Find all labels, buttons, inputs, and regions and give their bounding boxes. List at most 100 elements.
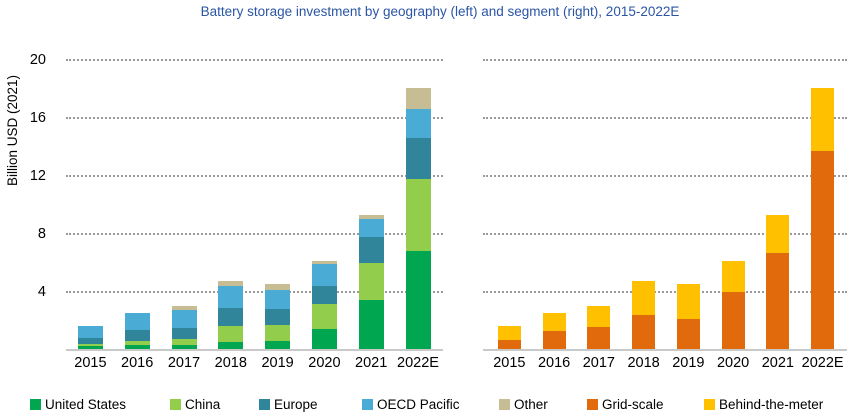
y-tick-8: 8 xyxy=(37,225,46,242)
bar-segment-behind-the-meter xyxy=(632,281,656,316)
x-tick-label: 2015 xyxy=(74,355,107,371)
oecd-pacific-swatch-icon xyxy=(362,398,373,410)
bar-segment-europe xyxy=(405,138,431,179)
gridline xyxy=(66,174,443,177)
bar-segment-other xyxy=(265,284,291,291)
bar-segment-united-states xyxy=(171,345,197,350)
bar-segment-behind-the-meter xyxy=(676,284,700,320)
bar-segment-europe xyxy=(311,285,337,304)
y-tick-4: 4 xyxy=(37,283,46,300)
legend-item-europe: Europe xyxy=(259,396,318,412)
legend-item-behind-the-meter: Behind-the-meter xyxy=(704,396,823,412)
bar-segment-oecd-pacific xyxy=(171,309,197,328)
legend-label: Europe xyxy=(274,396,318,412)
bar-segment-oecd-pacific xyxy=(77,326,103,338)
bar-segment-behind-the-meter xyxy=(542,313,566,332)
gridline xyxy=(66,116,443,119)
bar-segment-grid-scale xyxy=(676,319,700,350)
x-tick-label: 2020 xyxy=(716,355,750,371)
bar-segment-united-states xyxy=(311,328,337,350)
x-tick-label: 2016 xyxy=(537,355,571,371)
bar-segment-china xyxy=(358,262,384,301)
bar-segment-behind-the-meter xyxy=(587,306,611,328)
gridline xyxy=(66,232,443,235)
x-tick-label: 2018 xyxy=(627,355,660,371)
legend-item-other: Other xyxy=(499,396,548,412)
legend-item-china: China xyxy=(170,396,220,412)
bar-segment-grid-scale xyxy=(587,327,611,350)
bar-segment-europe xyxy=(171,327,197,340)
gridline xyxy=(483,59,847,62)
bar-segment-europe xyxy=(77,337,103,344)
legend-label: OECD Pacific xyxy=(377,396,460,412)
bar-segment-oecd-pacific xyxy=(358,219,384,237)
x-tick-label: 2017 xyxy=(582,355,615,371)
x-tick-label: 2021 xyxy=(355,355,388,371)
bar-segment-grid-scale xyxy=(811,151,835,350)
bar-segment-united-states xyxy=(218,342,244,350)
united-states-swatch-icon xyxy=(30,398,41,410)
gridline xyxy=(483,116,847,119)
y-tick-16: 16 xyxy=(29,110,46,126)
bar-segment-other xyxy=(218,281,244,286)
bar-segment-united-states xyxy=(124,345,150,350)
bar-segment-behind-the-meter xyxy=(497,326,521,341)
y-tick-12: 12 xyxy=(29,167,46,184)
gridline xyxy=(483,290,847,293)
bar-segment-china xyxy=(405,178,431,252)
bar-segment-europe xyxy=(218,307,244,327)
bar-segment-grid-scale xyxy=(721,291,745,350)
bar-segment-other xyxy=(171,306,197,310)
x-tick-label: 2016 xyxy=(121,355,154,371)
china-swatch-icon xyxy=(170,398,181,410)
bar-segment-oecd-pacific xyxy=(405,109,431,139)
legend-item-oecd-pacific: OECD Pacific xyxy=(362,396,460,412)
x-tick-label: 2019 xyxy=(261,355,294,371)
bar-segment-china xyxy=(218,326,244,343)
bar-segment-grid-scale xyxy=(542,331,566,350)
gridline xyxy=(483,174,847,177)
legend-item-grid-scale: Grid-scale xyxy=(587,396,664,412)
bar-segment-united-states xyxy=(405,251,431,350)
gridline xyxy=(66,59,443,62)
behind-the-meter-swatch-icon xyxy=(704,398,715,410)
bar-segment-grid-scale xyxy=(632,315,656,350)
x-tick-label: 2019 xyxy=(672,355,705,371)
bar-segment-united-states xyxy=(358,300,384,350)
bar-segment-china xyxy=(311,303,337,329)
bar-segment-grid-scale xyxy=(766,252,790,350)
x-tick-label: 2022E xyxy=(397,355,439,371)
legend-label: Behind-the-meter xyxy=(719,396,824,412)
x-tick-label: 2015 xyxy=(493,355,526,371)
legend-label: China xyxy=(185,396,221,412)
bar-segment-china xyxy=(265,324,291,341)
grid-scale-swatch-icon xyxy=(587,398,598,410)
y-tick-20: 20 xyxy=(29,52,46,68)
bar-segment-behind-the-meter xyxy=(721,261,745,292)
legend-label: United States xyxy=(45,396,127,412)
bar-segment-behind-the-meter xyxy=(811,87,835,152)
bar-segment-oecd-pacific xyxy=(265,290,291,309)
bar-segment-oecd-pacific xyxy=(124,313,150,330)
gridline xyxy=(66,290,443,293)
bar-segment-europe xyxy=(124,329,150,341)
bar-segment-behind-the-meter xyxy=(766,214,790,253)
bar-segment-europe xyxy=(358,236,384,263)
x-axis-line xyxy=(483,349,847,351)
bar-segment-oecd-pacific xyxy=(311,264,337,286)
bar-segment-grid-scale xyxy=(497,340,521,350)
x-axis-line xyxy=(66,349,443,351)
bar-segment-china xyxy=(124,340,150,346)
bar-segment-europe xyxy=(265,308,291,325)
x-tick-label: 2020 xyxy=(308,355,341,371)
bar-segment-other xyxy=(405,87,431,110)
bar-segment-united-states xyxy=(265,340,291,350)
other-swatch-icon xyxy=(499,398,510,410)
bar-segment-united-states xyxy=(77,345,103,350)
x-tick-label: 2017 xyxy=(167,355,201,371)
legend-label: Other xyxy=(514,396,548,412)
x-tick-label: 2022E xyxy=(801,355,844,371)
legend-item-united-states: United States xyxy=(30,396,126,412)
